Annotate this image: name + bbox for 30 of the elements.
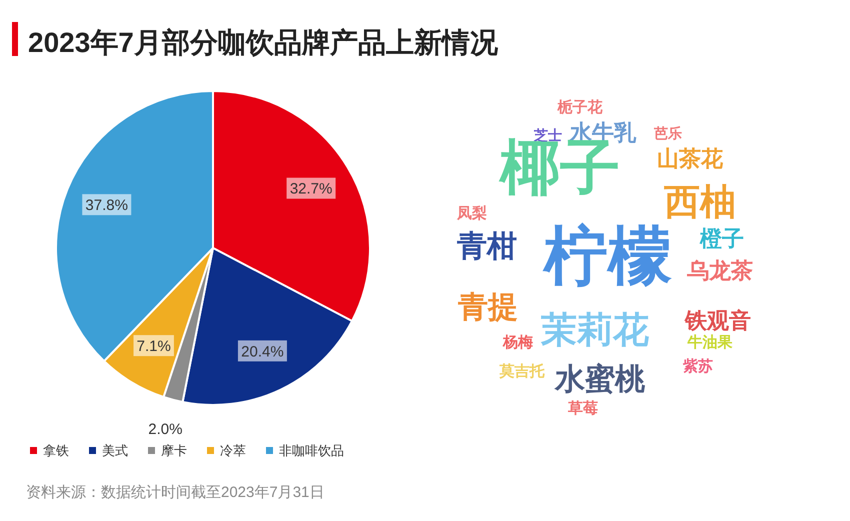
category-label: 栀子花 xyxy=(556,99,604,116)
category-label: 柠檬 xyxy=(542,220,672,292)
category-label: 铁观音 xyxy=(684,308,751,333)
category-label: 莫吉托 xyxy=(498,363,546,380)
category-label: 草莓 xyxy=(567,400,598,417)
data-label: 32.7% xyxy=(290,180,332,198)
chart-title: 2023年7月部分咖饮品牌产品上新情况 xyxy=(28,27,499,58)
category-label: 橙子 xyxy=(699,226,744,251)
data-label: 2.0% xyxy=(148,420,182,438)
category-label: 紫苏 xyxy=(682,358,713,375)
legend-label: 非咖啡饮品 xyxy=(279,443,344,458)
category-label: 青柑 xyxy=(456,230,517,263)
category-label: 杨梅 xyxy=(502,334,533,351)
legend-label: 摩卡 xyxy=(161,443,187,458)
data-label: 20.4% xyxy=(241,343,284,360)
category-label: 芭乐 xyxy=(653,125,682,141)
category-label: 凤梨 xyxy=(456,205,487,222)
category-label: 牛油果 xyxy=(686,334,734,351)
category-label: 乌龙茶 xyxy=(686,258,753,283)
legend-label: 拿铁 xyxy=(43,443,69,458)
category-label: 青提 xyxy=(457,291,518,324)
category-label: 西柚 xyxy=(663,181,736,222)
legend-label: 冷萃 xyxy=(220,443,246,458)
category-label: 水蜜桃 xyxy=(554,362,646,396)
data-label: 37.8% xyxy=(85,197,128,214)
category-label: 山茶花 xyxy=(657,146,724,171)
text: 资料来源：数据统计时间截至2023年7月31日 xyxy=(26,484,324,501)
category-label: 茉莉花 xyxy=(540,309,649,350)
legend-label: 美式 xyxy=(102,443,128,458)
data-label: 7.1% xyxy=(136,338,171,356)
